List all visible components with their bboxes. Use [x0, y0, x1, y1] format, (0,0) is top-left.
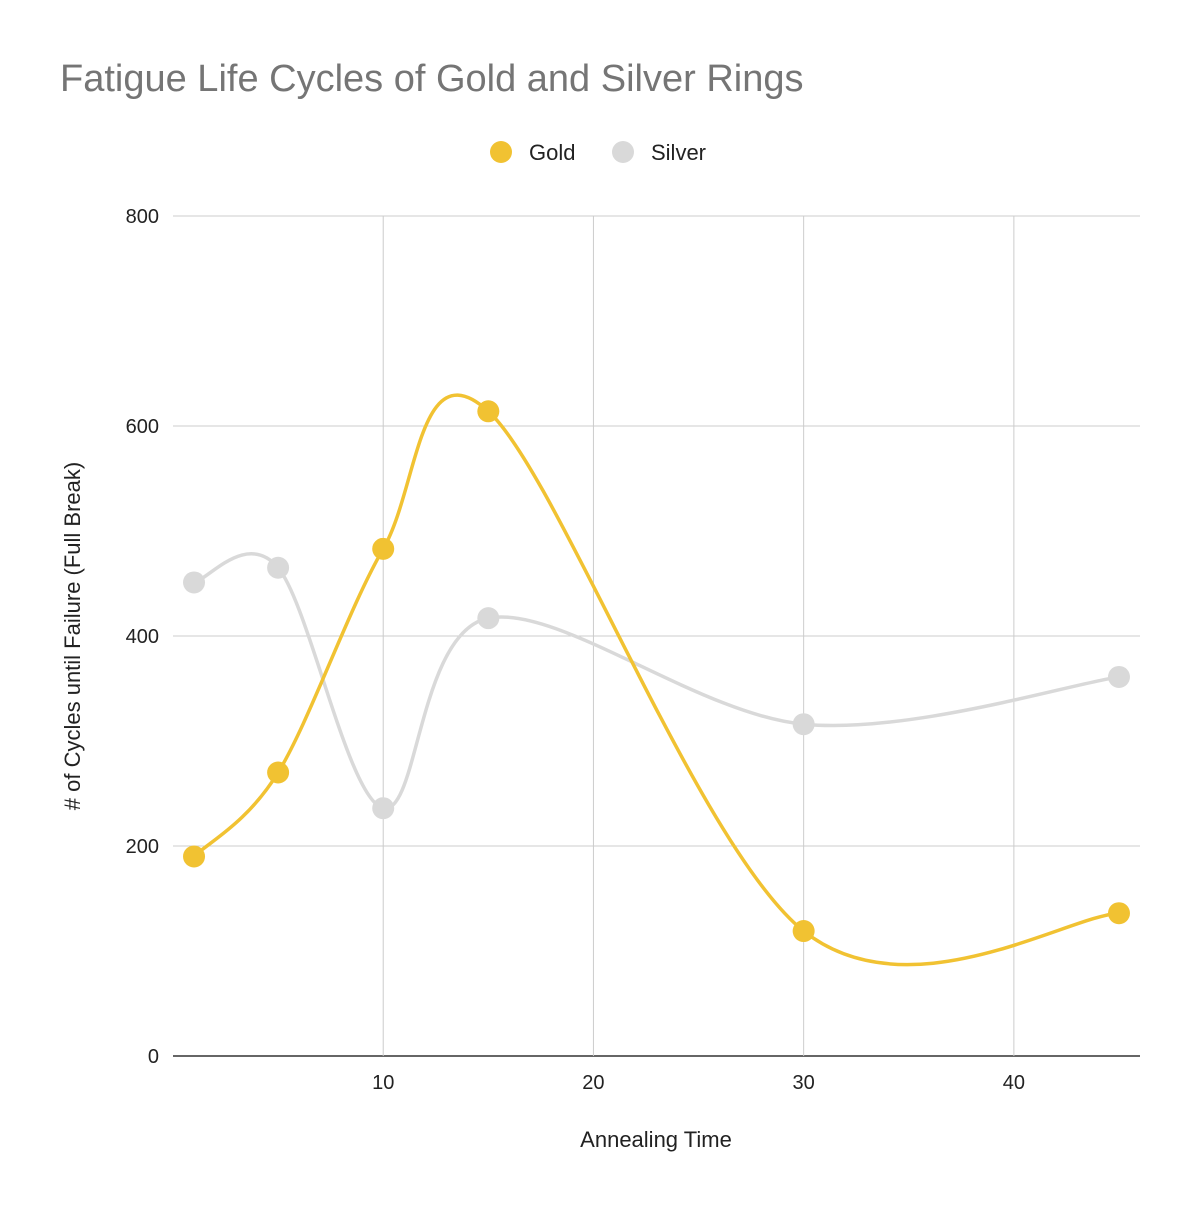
- silver-data-point: [267, 556, 290, 579]
- y-tick-label: 600: [126, 416, 159, 438]
- y-tick-label: 800: [126, 206, 159, 228]
- gold-data-point: [792, 920, 815, 943]
- series-lines: [192, 393, 1120, 967]
- gold-series-line: [192, 393, 1120, 967]
- silver-data-point: [792, 713, 815, 736]
- y-axis-title: # of Cycles until Failure (Full Break): [60, 462, 85, 810]
- silver-data-point: [477, 607, 500, 630]
- x-axis-ticks: 10 20 30 40: [372, 1072, 1025, 1094]
- chart-title: Fatigue Life Cycles of Gold and Silver R…: [60, 58, 803, 100]
- y-tick-label: 400: [126, 626, 159, 648]
- x-tick-label: 40: [1003, 1072, 1025, 1094]
- legend-gold-label: Gold: [529, 140, 575, 165]
- gold-data-point: [1107, 902, 1130, 925]
- x-tick-label: 30: [793, 1072, 815, 1094]
- x-tick-label: 20: [582, 1072, 604, 1094]
- silver-series-line: [193, 552, 1120, 810]
- legend: Gold Silver: [490, 140, 706, 165]
- grid: [173, 215, 1140, 1057]
- silver-data-point: [372, 797, 395, 820]
- gold-data-point: [183, 845, 206, 868]
- legend-gold-marker: [490, 141, 512, 163]
- y-axis-ticks: 0 200 400 600 800: [126, 206, 159, 1068]
- gold-data-point: [267, 761, 290, 784]
- x-tick-label: 10: [372, 1072, 394, 1094]
- y-tick-label: 200: [126, 836, 159, 858]
- legend-silver-marker: [612, 141, 634, 163]
- x-axis-title: Annealing Time: [580, 1127, 732, 1152]
- gold-data-point: [477, 400, 500, 423]
- y-tick-label: 0: [148, 1046, 159, 1068]
- silver-data-point: [183, 571, 206, 594]
- gold-data-point: [372, 537, 395, 560]
- series-points: [183, 400, 1130, 943]
- legend-silver-label: Silver: [651, 140, 706, 165]
- silver-data-point: [1107, 665, 1130, 688]
